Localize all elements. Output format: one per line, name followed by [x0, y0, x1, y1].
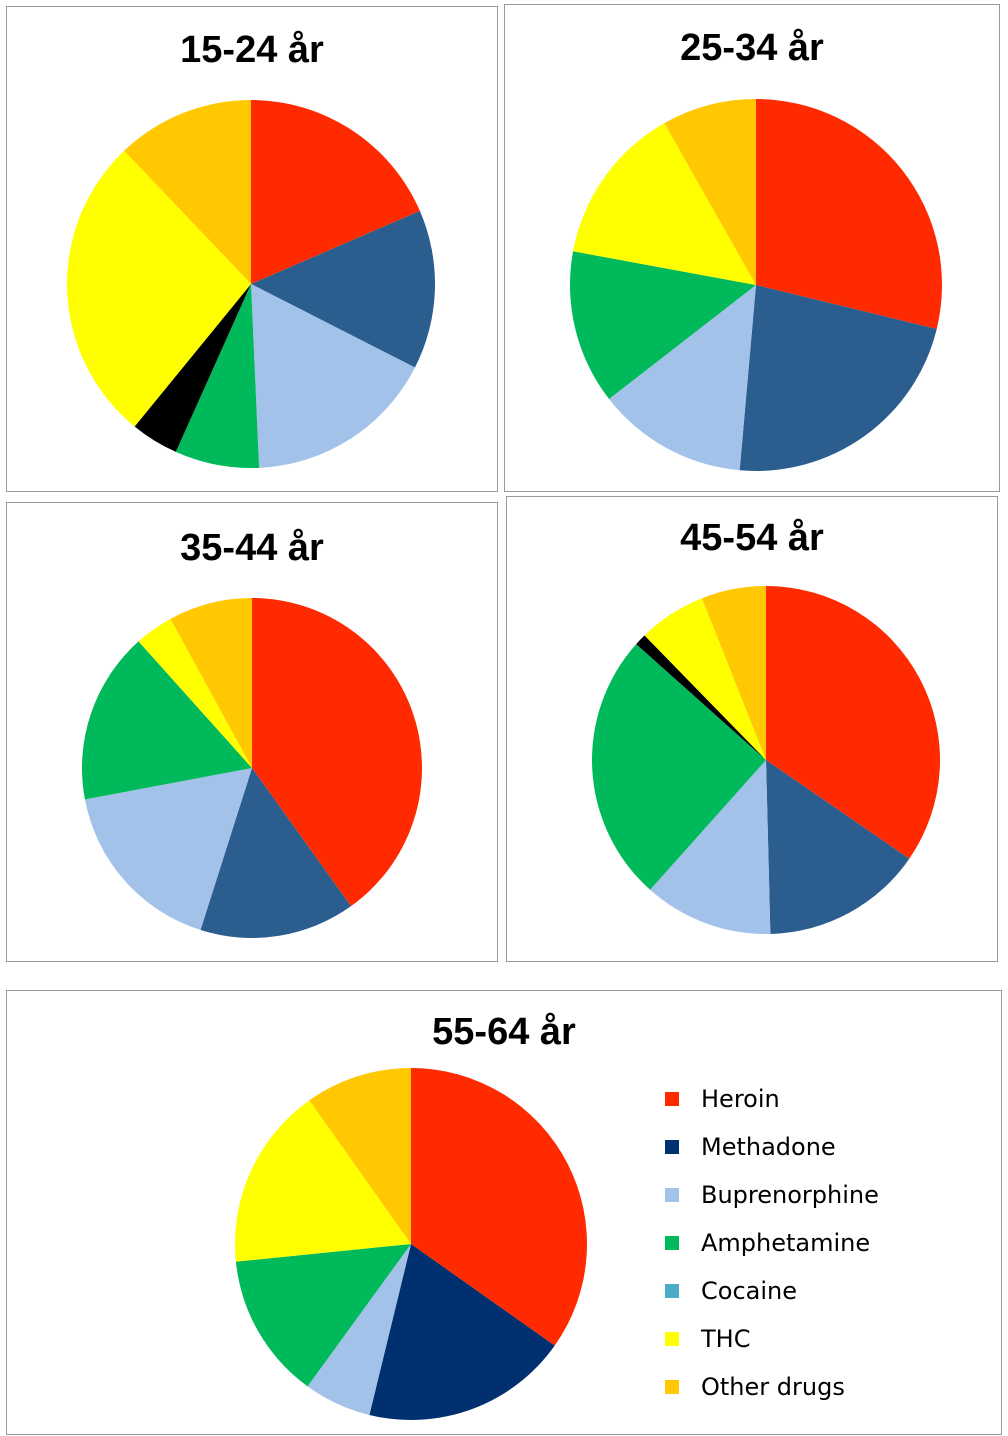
pie-slice-heroin [251, 100, 420, 284]
pie-slice-other-drugs [124, 100, 251, 284]
pie-slice-methadone [766, 760, 910, 934]
chart-panel-45-54: 45-54 år [506, 496, 998, 962]
pie-slice-cocaine [636, 635, 766, 760]
pie-slice-heroin [411, 1068, 588, 1346]
pie-slice-amphetamine [570, 251, 756, 400]
pie-slice-methadone [739, 285, 937, 472]
pie-slice-buprenorphine [307, 1244, 411, 1416]
legend-item-amphetamine: Amphetamine [665, 1219, 879, 1267]
legend-label: Cocaine [701, 1277, 797, 1305]
pie-slice-amphetamine [175, 284, 260, 468]
legend-swatch [665, 1188, 679, 1202]
chart-title: 35-44 år [180, 527, 324, 569]
pie-slice-amphetamine [82, 641, 252, 800]
pie-slice-amphetamine [592, 644, 766, 890]
pie-slice-methadone [200, 768, 352, 938]
pie-chart-15-24 [67, 100, 435, 468]
pie-slice-other-drugs [170, 598, 252, 768]
chart-title: 15-24 år [180, 29, 324, 71]
legend-item-other-drugs: Other drugs [665, 1363, 879, 1411]
pie-slice-amphetamine [235, 1244, 411, 1387]
chart-title: 55-64 år [432, 1011, 576, 1053]
pie-slice-thc [235, 1100, 411, 1262]
pie-slice-buprenorphine [609, 285, 756, 471]
chart-panel-55-64: 55-64 år [6, 990, 1002, 1435]
chart-title: 25-34 år [680, 27, 824, 69]
pie-slice-other-drugs [701, 586, 766, 760]
pie-slice-other-drugs [664, 99, 756, 285]
pie-chart-45-54 [592, 586, 940, 934]
legend-swatch [665, 1284, 679, 1298]
pie-slice-heroin [756, 99, 942, 329]
chart-panel-35-44: 35-44 år [6, 502, 498, 962]
legend-item-heroin: Heroin [665, 1075, 879, 1123]
pie-slice-thc [573, 123, 756, 286]
pie-slice-other-drugs [309, 1068, 411, 1244]
pie-slice-heroin [766, 586, 940, 859]
pie-slice-thc [644, 598, 766, 760]
pie-slice-methadone [251, 210, 435, 368]
pie-chart-55-64 [235, 1068, 588, 1420]
pie-slice-cocaine [134, 284, 251, 452]
pie-slice-heroin [252, 598, 422, 907]
legend-item-methadone: Methadone [665, 1123, 879, 1171]
pie-slice-buprenorphine [251, 284, 415, 468]
pie-slice-thc [67, 150, 251, 427]
chart-panel-15-24: 15-24 år [6, 6, 498, 492]
pie-slice-methadone [369, 1244, 555, 1420]
pie-chart-25-34 [570, 99, 942, 472]
legend-label: Heroin [701, 1085, 780, 1113]
chart-title: 45-54 år [680, 517, 824, 559]
chart-legend: Heroin Methadone Buprenorphine Amphetami… [665, 1075, 879, 1411]
pie-chart-35-44 [82, 598, 422, 938]
legend-label: Other drugs [701, 1373, 845, 1401]
chart-panel-25-34: 25-34 år [504, 4, 1000, 492]
pie-slice-buprenorphine [84, 768, 252, 931]
pie-slice-buprenorphine [650, 760, 771, 934]
legend-swatch [665, 1092, 679, 1106]
legend-swatch [665, 1332, 679, 1346]
legend-item-cocaine: Cocaine [665, 1267, 879, 1315]
legend-item-buprenorphine: Buprenorphine [665, 1171, 879, 1219]
legend-swatch [665, 1140, 679, 1154]
legend-swatch [665, 1236, 679, 1250]
legend-label: Amphetamine [701, 1229, 871, 1257]
legend-swatch [665, 1380, 679, 1394]
pie-slice-thc [138, 618, 252, 768]
legend-label: Methadone [701, 1133, 836, 1161]
legend-label: THC [701, 1325, 751, 1353]
legend-item-thc: THC [665, 1315, 879, 1363]
legend-label: Buprenorphine [701, 1181, 879, 1209]
